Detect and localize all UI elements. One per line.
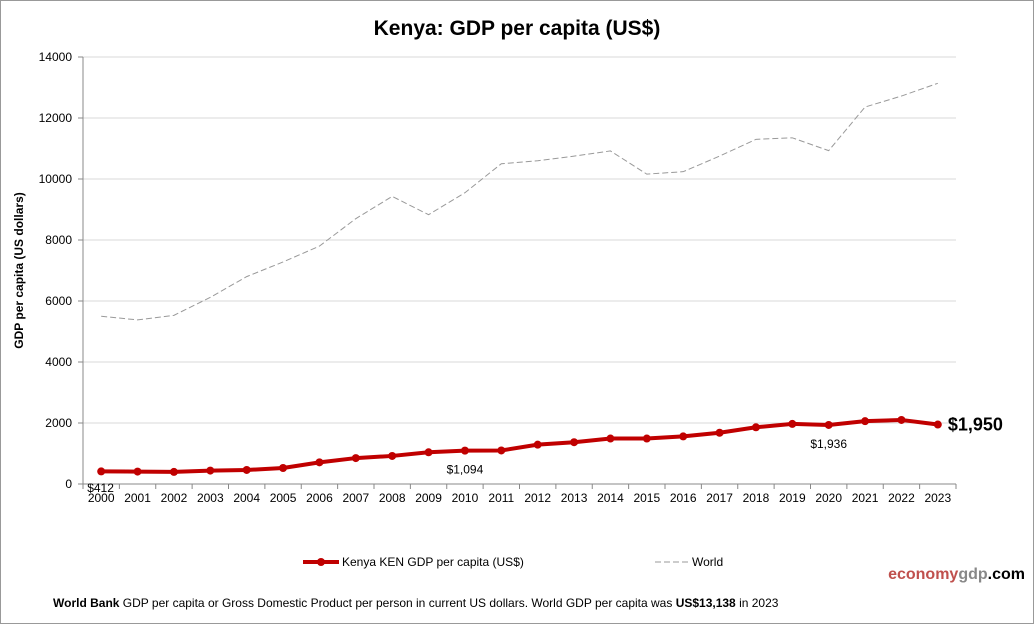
legend-label-kenya: Kenya KEN GDP per capita (US$) — [342, 555, 524, 569]
x-tick-label: 2012 — [524, 491, 551, 505]
brand-part1: economy — [888, 566, 959, 583]
data-label: $412 — [87, 481, 114, 495]
data-point-kenya — [206, 466, 215, 475]
footer-world-value: US$13,138 — [675, 596, 736, 610]
footer-text: GDP per capita or Gross Domestic Product… — [119, 596, 676, 610]
data-point-kenya — [715, 428, 724, 437]
y-tick-label: 8000 — [45, 233, 72, 247]
footer-source: World Bank — [53, 596, 120, 610]
data-label: $1,094 — [447, 463, 484, 477]
y-tick-label: 0 — [65, 477, 72, 491]
data-point-kenya — [788, 419, 797, 428]
x-tick-label: 2002 — [161, 491, 188, 505]
y-axis-label: GDP per capita (US dollars) — [12, 192, 26, 349]
x-tick-label: 2003 — [197, 491, 224, 505]
y-tick-label: 12000 — [39, 111, 73, 125]
footer-year: in 2023 — [735, 596, 779, 610]
x-tick-label: 2023 — [924, 491, 951, 505]
data-point-kenya — [824, 420, 833, 429]
x-tick-label: 2010 — [452, 491, 479, 505]
series-line-world — [101, 82, 938, 321]
y-tick-label: 2000 — [45, 416, 72, 430]
data-label-latest: $1,950 — [948, 415, 1003, 435]
data-point-kenya — [279, 463, 288, 472]
data-point-kenya — [933, 420, 942, 429]
x-tick-label: 2017 — [706, 491, 733, 505]
y-tick-label: 4000 — [45, 355, 72, 369]
x-tick-label: 2001 — [124, 491, 151, 505]
footer-note: World Bank GDP per capita or Gross Domes… — [53, 596, 778, 610]
data-point-kenya — [315, 458, 324, 467]
data-point-kenya — [169, 467, 178, 476]
brand-part3: .com — [987, 566, 1025, 583]
legend-marker-kenya — [317, 558, 325, 566]
x-tick-label: 2007 — [342, 491, 369, 505]
y-tick-label: 14000 — [39, 50, 73, 64]
data-point-kenya — [751, 423, 760, 432]
data-point-kenya — [242, 465, 251, 474]
legend-label-world: World — [692, 555, 723, 569]
x-tick-label: 2013 — [561, 491, 588, 505]
brand-logo[interactable]: economygdp.com — [888, 566, 1025, 584]
x-tick-label: 2016 — [670, 491, 697, 505]
data-point-kenya — [679, 432, 688, 441]
x-tick-label: 2008 — [379, 491, 406, 505]
x-tick-label: 2014 — [597, 491, 624, 505]
data-point-kenya — [497, 446, 506, 455]
data-point-kenya — [351, 454, 360, 463]
x-tick-label: 2009 — [415, 491, 442, 505]
x-tick-label: 2006 — [306, 491, 333, 505]
data-point-kenya — [606, 434, 615, 443]
x-tick-label: 2018 — [743, 491, 770, 505]
x-tick-label: 2000 — [88, 491, 115, 505]
data-point-kenya — [388, 451, 397, 460]
x-tick-label: 2004 — [233, 491, 260, 505]
x-tick-label: 2021 — [852, 491, 879, 505]
series-line-kenya — [101, 417, 939, 474]
y-tick-label: 10000 — [39, 172, 73, 186]
x-tick-label: 2022 — [888, 491, 915, 505]
data-point-kenya — [424, 448, 433, 457]
chart-title: Kenya: GDP per capita (US$) — [374, 17, 661, 40]
data-point-kenya — [533, 440, 542, 449]
data-point-kenya — [97, 467, 106, 476]
y-tick-label: 6000 — [45, 294, 72, 308]
data-point-kenya — [133, 467, 142, 476]
x-tick-label: 2020 — [815, 491, 842, 505]
x-tick-label: 2005 — [270, 491, 297, 505]
x-tick-label: 2019 — [779, 491, 806, 505]
data-point-kenya — [861, 417, 870, 426]
data-point-kenya — [897, 415, 906, 424]
x-tick-label: 2015 — [633, 491, 660, 505]
data-point-kenya — [460, 446, 469, 455]
brand-part2: gdp — [958, 566, 988, 583]
x-tick-label: 2011 — [488, 491, 514, 505]
data-point-kenya — [642, 434, 651, 443]
data-point-kenya — [570, 438, 579, 447]
data-label: $1,936 — [810, 437, 847, 451]
